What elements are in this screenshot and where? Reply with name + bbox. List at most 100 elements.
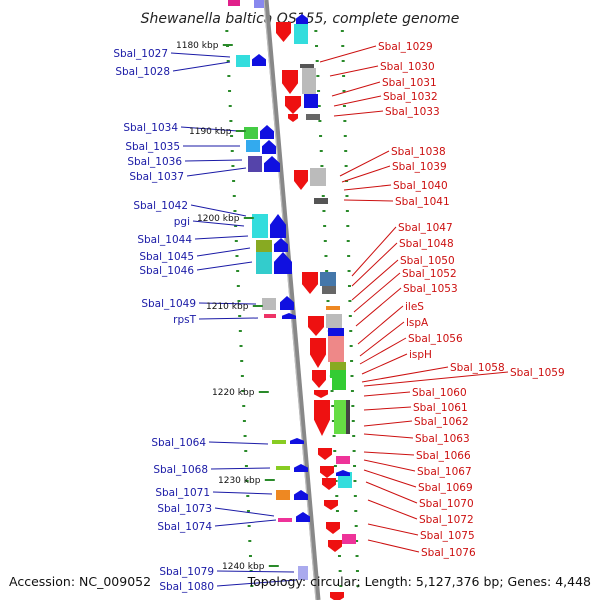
gene-label-right: Sbal_1061 (413, 402, 468, 414)
forward-gene-arrow (280, 296, 294, 310)
gene-label-left: Sbal_1027 (113, 48, 168, 60)
tick-mark (242, 405, 246, 407)
tick-mark (353, 465, 357, 467)
tick-mark (234, 225, 238, 227)
gene-label-right: Sbal_1040 (393, 180, 448, 192)
label-leader (361, 366, 449, 383)
tick-mark (345, 210, 349, 212)
label-leader (192, 220, 245, 227)
label-leader (363, 451, 415, 456)
gene-label-right: Sbal_1047 (398, 222, 453, 234)
label-leader (351, 226, 397, 277)
label-leader (359, 321, 405, 357)
label-leader (210, 467, 271, 470)
reverse-gene-arrow (314, 400, 330, 436)
tick-mark (226, 60, 230, 62)
kbp-label: 1210 kbp (206, 302, 249, 312)
label-leader (212, 491, 273, 495)
gene-block (304, 94, 318, 108)
tick-mark (347, 255, 351, 257)
gene-label-left: Sbal_1037 (129, 171, 184, 183)
gene-label-right: Sbal_1029 (378, 41, 433, 53)
gene-label-right: Sbal_1041 (395, 196, 450, 208)
gene-block (294, 24, 308, 44)
forward-gene-arrow (294, 490, 308, 500)
reverse-gene-arrow (314, 390, 328, 398)
tick-mark (344, 150, 348, 152)
gene-label-right: Sbal_1066 (416, 450, 471, 462)
gene-label-left: pgi (174, 216, 190, 228)
tick-mark (228, 90, 232, 92)
gene-label-left: Sbal_1035 (125, 141, 180, 153)
gene-block (320, 272, 336, 286)
kbp-label: 1220 kbp (212, 388, 255, 398)
gene-label-left: rpsT (173, 314, 196, 326)
tick-mark (314, 30, 318, 32)
gene-label-layer: Sbal_1027 Sbal_1028 Sbal_1034 Sbal_1035 Sbal… (113, 41, 564, 593)
tick-mark (346, 225, 350, 227)
tick-mark (354, 510, 358, 512)
tick-mark (345, 195, 349, 197)
gene-block (300, 64, 314, 68)
tick-mark (232, 180, 236, 182)
gene-block (302, 68, 316, 94)
forward-gene-arrow (290, 438, 304, 444)
forward-gene-arrow (270, 214, 286, 238)
tick-mark (322, 210, 326, 212)
label-leader (208, 441, 269, 445)
gene-label-left: Sbal_1046 (139, 265, 194, 277)
gene-block (310, 168, 326, 186)
tick-mark (248, 540, 252, 542)
gene-block (252, 214, 268, 238)
label-leader (170, 52, 231, 58)
gene-label-left: Sbal_1044 (137, 234, 192, 246)
reverse-gene-arrow (282, 70, 298, 94)
tick-mark (321, 195, 325, 197)
tick-mark (348, 300, 352, 302)
label-leader (351, 242, 398, 287)
gene-label-right: Sbal_1052 (402, 268, 457, 280)
tick-mark (347, 285, 351, 287)
forward-gene-arrow (296, 14, 308, 24)
gene-block (256, 252, 272, 274)
reverse-gene-arrow (310, 338, 326, 368)
label-leader (367, 523, 419, 536)
gene-label-right: Sbal_1076 (421, 547, 476, 559)
tick-mark (227, 75, 231, 77)
gene-block (298, 566, 308, 580)
label-leader (216, 579, 297, 587)
forward-gene-arrow (282, 313, 296, 319)
reverse-gene-arrow (276, 22, 291, 42)
gene-block (272, 440, 286, 444)
tick-mark (317, 90, 321, 92)
label-leader (359, 337, 407, 365)
forward-gene-arrow (274, 238, 288, 252)
label-leader (186, 167, 247, 177)
forward-gene-arrow (264, 156, 280, 172)
label-leader (333, 95, 382, 107)
gene-label-right: Sbal_1060 (412, 387, 467, 399)
reverse-gene-arrow (308, 316, 324, 336)
reverse-gene-arrow (320, 466, 334, 478)
tick-mark (355, 570, 359, 572)
gene-block (322, 286, 336, 294)
tick-mark (236, 285, 240, 287)
tick-mark (317, 105, 321, 107)
tick-mark (325, 270, 329, 272)
gene-block (330, 370, 346, 378)
tick-mark (341, 45, 345, 47)
tick-mark (343, 135, 347, 137)
label-leader-layer (170, 45, 509, 587)
gene-label-right: Sbal_1039 (392, 161, 447, 173)
label-leader (190, 204, 247, 217)
tick-mark (228, 105, 232, 107)
tick-mark (335, 510, 339, 512)
label-leader (351, 259, 399, 301)
gene-label-right: Sbal_1058 (450, 362, 505, 374)
gene-label-right: Sbal_1072 (419, 514, 474, 526)
tick-mark (240, 375, 244, 377)
gene-label-left: Sbal_1073 (157, 503, 212, 515)
tick-mark (324, 255, 328, 257)
kbp-label: 1200 kbp (197, 214, 240, 224)
label-leader (214, 519, 277, 527)
